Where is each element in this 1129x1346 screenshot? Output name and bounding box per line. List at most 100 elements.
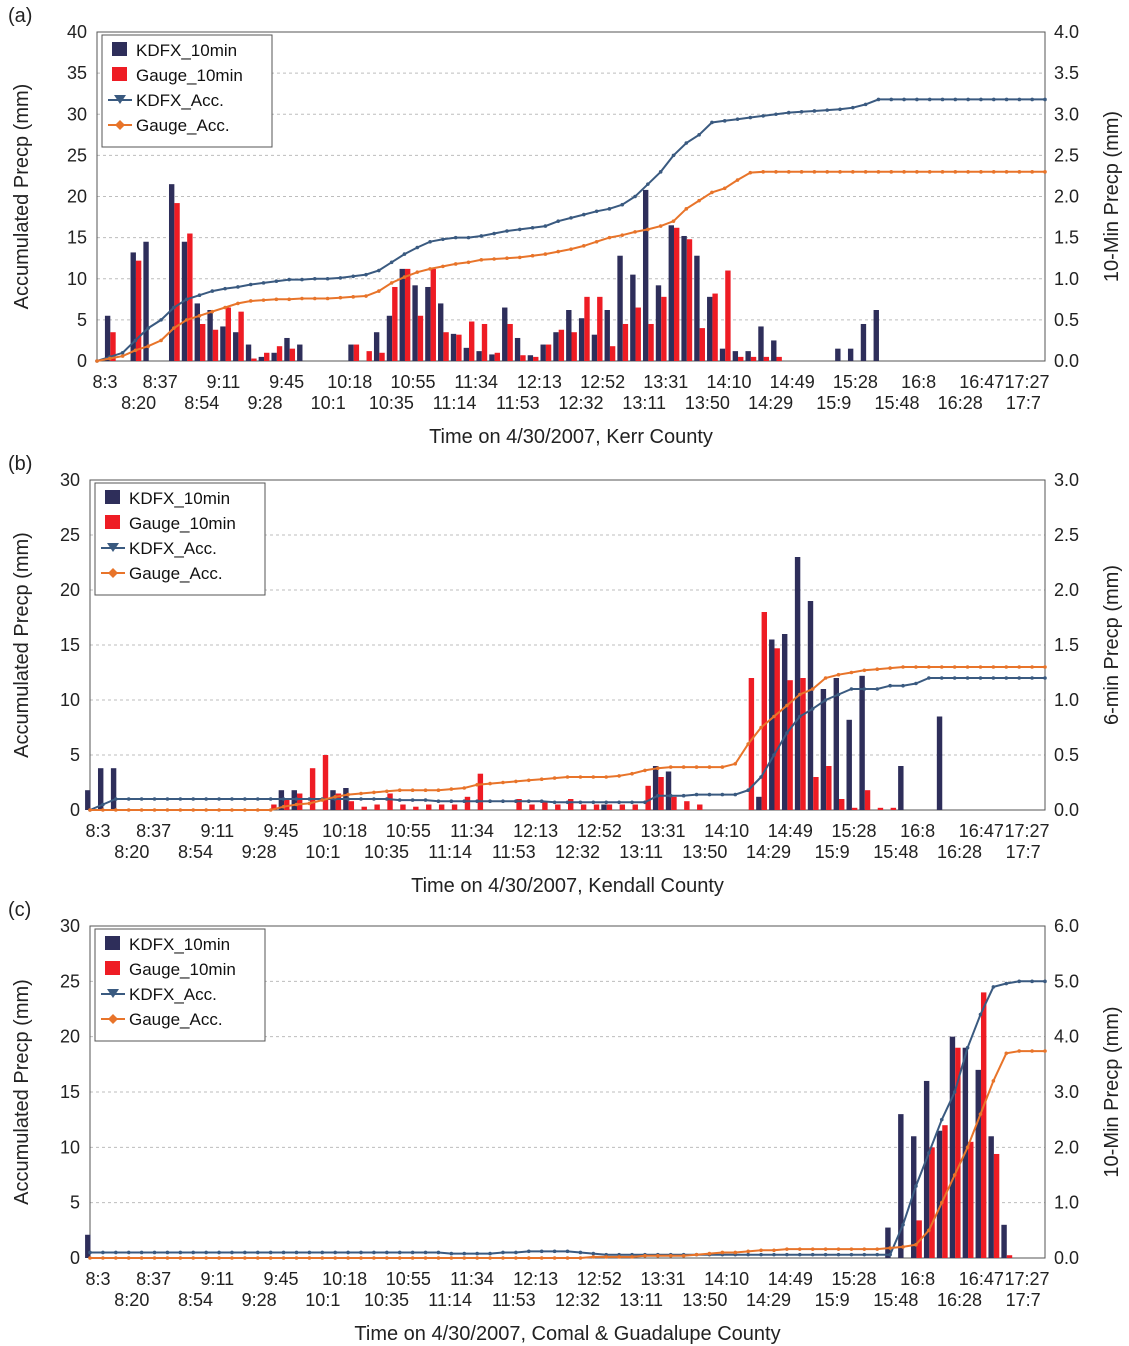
- kdfx-acc-point: [333, 1250, 338, 1255]
- kdfx-10min-bar: [258, 356, 265, 361]
- kdfx-acc-point: [774, 112, 778, 117]
- kdfx-acc-point: [139, 1250, 144, 1255]
- gauge-acc-point: [1017, 170, 1022, 174]
- gauge-10min-bar: [673, 227, 680, 361]
- gauge-10min-bar: [571, 332, 577, 361]
- kdfx-10min-bar: [130, 252, 136, 361]
- kdfx-10min-bar: [668, 225, 674, 361]
- gauge-10min-bar: [800, 678, 806, 810]
- gauge-10min-bar: [477, 773, 484, 810]
- legend-label: Gauge_Acc.: [129, 1010, 223, 1029]
- x-tick-label: 11:14: [433, 393, 477, 413]
- gauge-acc-point: [488, 1256, 492, 1260]
- kdfx-acc-point: [120, 350, 125, 355]
- legend-label: KDFX_10min: [129, 935, 230, 954]
- x-tick-label: 10:55: [390, 372, 435, 392]
- gauge-acc-point: [604, 1255, 609, 1259]
- gauge-acc-point: [875, 1247, 880, 1251]
- kdfx-acc-point: [620, 202, 625, 207]
- legend-gauge-bar-swatch: [112, 67, 127, 81]
- gauge-acc-point: [514, 779, 518, 784]
- gauge-acc-point: [325, 296, 330, 301]
- gauge-acc-point: [643, 1253, 647, 1258]
- gauge-10min-bar: [606, 804, 613, 810]
- kdfx-acc-point: [643, 800, 647, 805]
- kdfx-acc-point: [552, 1249, 557, 1254]
- x-tick-label: 15:9: [815, 842, 850, 862]
- kdfx-10min-bar: [936, 1130, 943, 1258]
- gauge-acc-point: [552, 776, 557, 780]
- kdfx-acc-point: [287, 277, 291, 282]
- kdfx-acc-point: [582, 212, 586, 217]
- gauge-10min-bar: [348, 801, 355, 810]
- gauge-acc-point: [1004, 665, 1009, 669]
- kdfx-acc-point: [539, 1249, 544, 1254]
- kdfx-acc-point: [1017, 676, 1021, 680]
- gauge-acc-point: [888, 666, 892, 670]
- kdfx-acc-point: [389, 260, 394, 265]
- x-tick-label: 8:54: [184, 393, 219, 413]
- kdfx-acc-point: [514, 1250, 518, 1255]
- y2-tick-label: 1.0: [1054, 269, 1079, 289]
- gauge-acc-point: [1043, 665, 1047, 669]
- gauge-acc-point: [785, 703, 789, 708]
- kdfx-acc-point: [139, 797, 144, 801]
- x-tick-label: 14:29: [746, 842, 791, 862]
- gauge-10min-bar: [632, 804, 638, 810]
- gauge-acc-point: [774, 170, 778, 174]
- x-tick-label: 10:35: [369, 393, 414, 413]
- kdfx-acc-point: [268, 797, 273, 801]
- gauge-acc-point: [255, 1256, 260, 1260]
- kdfx-acc-point: [488, 1251, 492, 1256]
- x-tick-label: 11:34: [450, 1269, 494, 1289]
- gauge-10min-bar: [238, 311, 244, 361]
- gauge-acc-point: [735, 178, 740, 182]
- kdfx-acc-point: [810, 1252, 815, 1257]
- gauge-acc-point: [823, 1247, 828, 1251]
- gauge-acc-point: [733, 1250, 738, 1255]
- kdfx-acc-point: [501, 1250, 505, 1255]
- y-tick-label: 35: [67, 63, 87, 83]
- gauge-acc-point: [152, 808, 157, 812]
- x-tick-label: 10:35: [364, 842, 409, 862]
- kdfx-10min-bar: [732, 351, 739, 361]
- legend-kdfx-bar-swatch: [105, 490, 120, 504]
- x-tick-label: 13:11: [619, 1290, 663, 1310]
- gauge-acc-point: [210, 309, 215, 314]
- gauge-10min-bar: [980, 992, 987, 1258]
- gauge-acc-point: [351, 295, 356, 299]
- kdfx-acc-point: [146, 326, 151, 330]
- x-tick-label: 12:13: [517, 372, 562, 392]
- kdfx-10min-bar: [502, 307, 508, 361]
- x-tick-label: 8:20: [114, 842, 149, 862]
- gauge-10min-bar: [271, 804, 277, 810]
- gauge-acc-point: [582, 244, 586, 248]
- gauge-acc-point: [810, 1247, 815, 1251]
- gauge-acc-point: [646, 227, 650, 232]
- x-tick-label: 14:49: [768, 821, 813, 841]
- kdfx-acc-point: [604, 800, 609, 805]
- gauge-10min-bar: [619, 804, 626, 810]
- gauge-acc-point: [786, 170, 791, 174]
- gauge-acc-point: [88, 1256, 92, 1260]
- gauge-acc-point: [268, 1256, 273, 1260]
- kdfx-acc-point: [952, 1090, 957, 1094]
- x-tick-label: 8:3: [85, 1269, 110, 1289]
- kdfx-acc-point: [888, 1252, 892, 1257]
- gauge-acc-point: [671, 219, 676, 223]
- kdfx-acc-point: [862, 1252, 867, 1257]
- gauge-acc-point: [810, 687, 815, 691]
- kdfx-10min-bar: [601, 804, 607, 810]
- x-tick-label: 15:48: [873, 1290, 918, 1310]
- gauge-10min-bar: [738, 356, 744, 361]
- kdfx-acc-point: [1004, 981, 1009, 986]
- x-tick-label: 13:50: [685, 393, 730, 413]
- kdfx-acc-point: [823, 698, 828, 702]
- y-tick-label: 15: [60, 1082, 80, 1102]
- x-tick-label: 11:34: [454, 372, 498, 392]
- gauge-acc-point: [851, 170, 855, 174]
- gauge-acc-point: [462, 786, 467, 790]
- kdfx-acc-point: [966, 97, 970, 102]
- gauge-acc-point: [217, 1256, 221, 1260]
- gauge-acc-point: [565, 1256, 570, 1260]
